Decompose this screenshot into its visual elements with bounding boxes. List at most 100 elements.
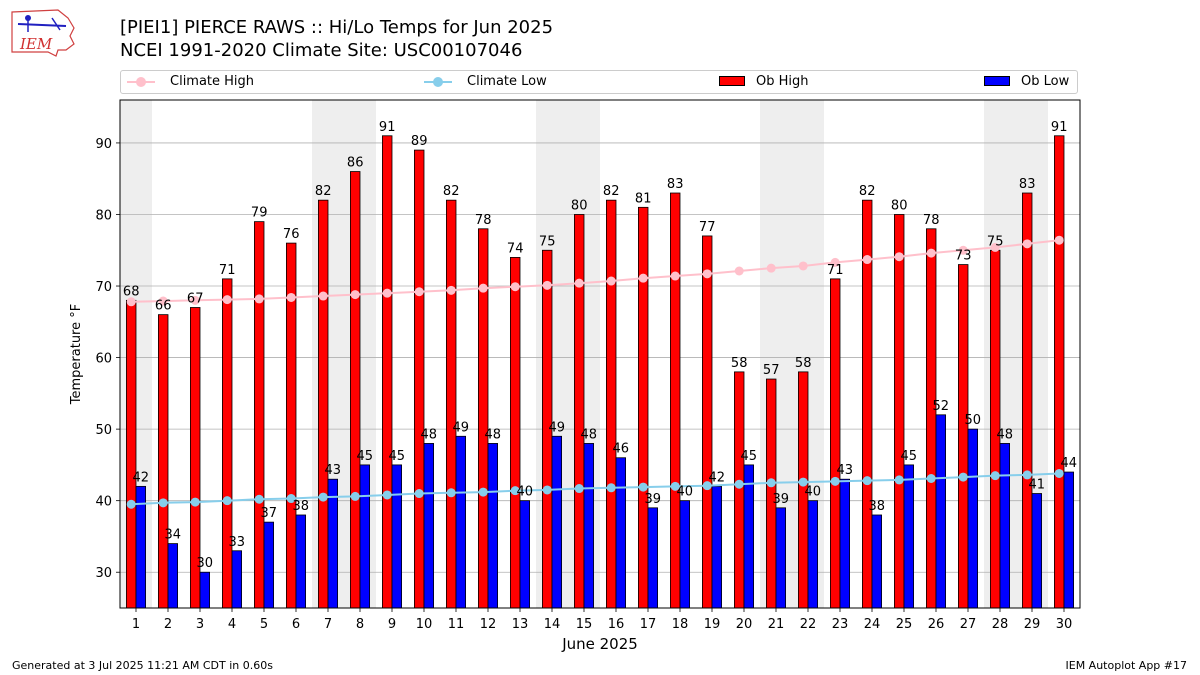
ob-low-bar: [455, 435, 467, 609]
y-tick-label: 80: [95, 208, 112, 223]
ob-low-label: 48: [421, 427, 438, 442]
climate-low-point: [510, 486, 520, 496]
climate-low-point: [894, 475, 904, 485]
climate-low-point: [766, 478, 776, 488]
climate-high-point: [542, 280, 552, 290]
ob-high-bar: [606, 199, 617, 609]
climate-high-point: [222, 295, 232, 305]
ob-high-label: 82: [443, 184, 460, 199]
climate-high-point: [958, 245, 968, 255]
ob-low-label: 45: [389, 449, 406, 464]
x-tick-label: 20: [736, 617, 753, 632]
climate-high-point: [1054, 235, 1064, 245]
ob-low-label: 42: [709, 470, 726, 485]
climate-low-point: [670, 481, 680, 491]
ob-low-label: 45: [901, 449, 918, 464]
generated-timestamp: Generated at 3 Jul 2025 11:21 AM CDT in …: [12, 659, 273, 672]
x-tick-label: 19: [704, 617, 721, 632]
x-tick-label: 6: [292, 617, 300, 632]
y-tick-label: 50: [95, 423, 112, 438]
ob-low-bar: [903, 464, 915, 609]
ob-high-label: 83: [667, 177, 684, 192]
ob-high-label: 75: [539, 234, 556, 249]
climate-high-point: [350, 290, 360, 300]
ob-low-bar: [775, 507, 787, 609]
ob-low-label: 34: [165, 528, 182, 543]
x-tick-label: 24: [864, 617, 881, 632]
ob-high-label: 57: [763, 363, 780, 378]
plot-frame: [119, 99, 1081, 609]
chart-subtitle: NCEI 1991-2020 Climate Site: USC00107046: [120, 40, 523, 61]
ob-low-label: 44: [1061, 456, 1078, 471]
x-tick-label: 18: [672, 617, 689, 632]
ob-low-label: 45: [741, 449, 758, 464]
ob-high-bar: [509, 257, 521, 609]
x-tick-label: 27: [960, 617, 977, 632]
ob-high-label: 82: [859, 184, 876, 199]
climate-high-point: [1022, 239, 1032, 249]
ob-high-label: 77: [699, 220, 716, 235]
x-tick-label: 9: [388, 617, 396, 632]
ob-high-label: 91: [379, 120, 396, 135]
legend-label: Ob Low: [1021, 74, 1070, 89]
climate-high-point: [638, 273, 648, 283]
x-tick-label: 4: [228, 617, 236, 632]
y-tick-label: 40: [95, 495, 112, 510]
ob-low-label: 40: [805, 485, 822, 500]
ob-high-bar: [253, 221, 265, 609]
climate-low-point: [318, 492, 328, 502]
x-tick-label: 22: [800, 617, 817, 632]
climate-high-point: [862, 255, 872, 265]
y-tick-label: 30: [95, 566, 112, 581]
ob-low-bar: [583, 443, 595, 609]
x-tick-label: 2: [164, 617, 172, 632]
ob-high-label: 75: [987, 234, 1004, 249]
climate-low-line: [131, 472, 1060, 506]
svg-text:IEM: IEM: [19, 35, 53, 53]
ob-high-label: 83: [1019, 177, 1036, 192]
ob-high-label: 58: [731, 356, 748, 371]
ob-low-label: 43: [325, 463, 342, 478]
climate-low-point: [702, 481, 712, 491]
ob-high-bar: [413, 149, 425, 609]
ob-low-bar: [295, 514, 307, 609]
climate-high-point: [478, 283, 488, 293]
climate-low-point: [862, 476, 872, 486]
ob-low-bar: [199, 571, 211, 609]
climate-high-point: [126, 297, 136, 307]
ob-low-bar: [647, 507, 659, 609]
climate-low-point: [222, 496, 232, 506]
ob-high-label: 89: [411, 134, 428, 149]
ob-high-label: 80: [571, 198, 588, 213]
ob-low-label: 38: [869, 499, 886, 514]
ob-high-bar: [958, 264, 969, 609]
ob-low-bar: [423, 443, 435, 609]
ob-low-bar: [391, 464, 403, 609]
ob-low-bar: [999, 443, 1011, 609]
ob-high-label: 78: [475, 213, 492, 228]
ob-high-label: 78: [923, 213, 940, 228]
x-tick-label: 7: [324, 617, 332, 632]
climate-low-point: [958, 472, 968, 482]
ob-high-label: 81: [635, 191, 652, 206]
ob-low-label: 49: [549, 420, 566, 435]
legend-label: Ob High: [756, 74, 809, 89]
ob-high-bar: [702, 235, 713, 609]
climate-high-point: [734, 266, 744, 276]
ob-high-label: 80: [891, 198, 908, 213]
ob-low-label: 42: [133, 470, 150, 485]
ob-low-label: 48: [485, 427, 502, 442]
ob-high-bar: [1054, 135, 1065, 609]
climate-low-point: [126, 499, 136, 509]
ob-high-bar: [638, 206, 649, 609]
climate-low-point: [574, 484, 584, 494]
x-tick-label: 8: [356, 617, 364, 632]
ob-high-label: 82: [603, 184, 620, 199]
ob-high-bar: [221, 278, 233, 609]
ob-low-label: 48: [581, 427, 598, 442]
x-tick-label: 10: [416, 617, 433, 632]
ob-low-bar: [167, 543, 179, 609]
ob-low-bar: [615, 457, 627, 609]
ob-high-bar: [1022, 192, 1033, 609]
